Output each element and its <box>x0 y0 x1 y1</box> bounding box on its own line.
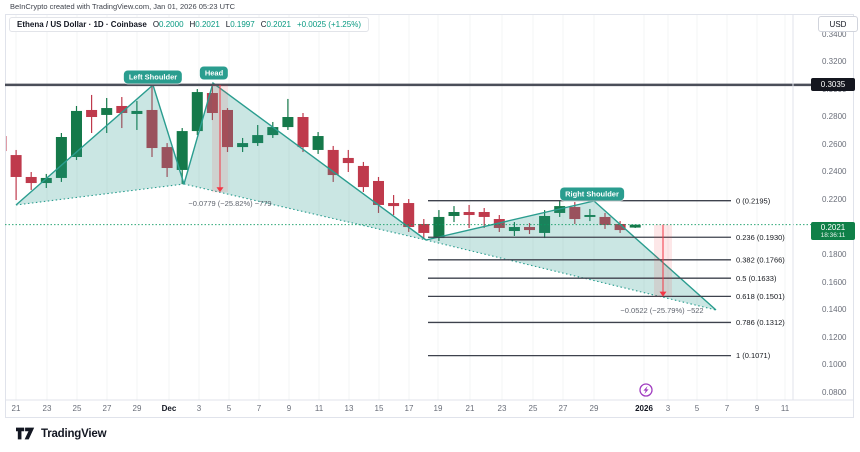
price-tick-label: 0.2200 <box>822 195 847 204</box>
ohlc-change: +0.0025 (+1.25%) <box>296 20 361 29</box>
time-tick-label: 23 <box>497 404 507 413</box>
time-tick-label: 15 <box>374 404 384 413</box>
ohlc-open: O0.2000 <box>152 20 184 29</box>
time-tick-label: 7 <box>256 404 262 413</box>
time-tick-label: 11 <box>780 404 790 413</box>
svg-text:−0.0522 (−25.79%) −522: −0.0522 (−25.79%) −522 <box>620 306 703 315</box>
tradingview-logo-icon <box>16 427 35 440</box>
head-badge[interactable]: Head <box>199 66 229 80</box>
time-tick-label: 25 <box>528 404 538 413</box>
time-tick-label: 9 <box>754 404 760 413</box>
right-shoulder-badge[interactable]: Right Shoulder <box>560 187 624 201</box>
tradingview-logo[interactable]: TradingView <box>16 427 107 440</box>
price-tick-label: 0.2400 <box>822 167 847 177</box>
svg-text:0 (0.2195): 0 (0.2195) <box>736 196 771 205</box>
time-tick-label: 11 <box>314 404 324 413</box>
time-tick-label: 5 <box>694 404 700 413</box>
time-tick-label: 29 <box>589 404 599 413</box>
price-tick-label: 0.3400 <box>822 29 847 39</box>
time-tick-label: 29 <box>132 404 142 413</box>
price-tick-label: 0.1600 <box>822 277 847 287</box>
time-tick-label: 23 <box>42 404 52 413</box>
price-tick-label: 0.1800 <box>822 250 847 260</box>
time-tick-label: 2026 <box>635 404 653 413</box>
time-tick-label: 7 <box>724 404 730 413</box>
attribution-text: BeInCrypto created with TradingView.com,… <box>10 2 235 11</box>
time-tick-label: 17 <box>404 404 414 413</box>
price-tick-label: 0.3200 <box>822 57 847 67</box>
current-price-value: 0.2021 <box>820 222 846 232</box>
price-tick-label: 0.0800 <box>822 388 847 397</box>
time-tick-label: 3 <box>196 404 202 413</box>
time-tick-label: 3 <box>665 404 671 413</box>
symbol-title: Ethena / US Dollar · 1D · Coinbase <box>17 20 147 29</box>
svg-text:0.786 (0.1312): 0.786 (0.1312) <box>736 318 785 327</box>
usd-button[interactable]: USD <box>818 16 858 32</box>
time-tick-label: 9 <box>286 404 292 413</box>
price-tick-label: 0.2600 <box>822 139 847 149</box>
time-tick-label: 27 <box>102 404 112 413</box>
svg-text:0.618 (0.1501): 0.618 (0.1501) <box>736 292 785 301</box>
left-shoulder-badge[interactable]: Left Shoulder <box>123 70 183 84</box>
time-tick-label: 13 <box>344 404 354 413</box>
bar-countdown: 18:36:11 <box>820 232 846 240</box>
price-tick-label: 0.2800 <box>822 112 847 122</box>
time-tick-label: 21 <box>11 404 21 413</box>
resistance-price-badge: 0.3035 <box>811 78 855 92</box>
price-tick-label: 0.1000 <box>822 360 847 370</box>
time-tick-label: Dec <box>161 404 177 413</box>
time-tick-label: 19 <box>433 404 443 413</box>
tradingview-logo-text: TradingView <box>41 427 107 440</box>
svg-text:−0.0779 (−25.82%) −779: −0.0779 (−25.82%) −779 <box>188 199 271 208</box>
svg-text:0.5 (0.1633): 0.5 (0.1633) <box>736 274 777 283</box>
price-axis[interactable] <box>793 15 854 400</box>
current-price-badge: 0.2021 18:36:11 <box>811 221 855 240</box>
svg-text:1 (0.1071): 1 (0.1071) <box>736 351 771 360</box>
ohlc-close: C0.2021 <box>260 20 291 29</box>
symbol-legend[interactable]: Ethena / US Dollar · 1D · Coinbase O0.20… <box>9 17 369 32</box>
time-tick-label: 5 <box>226 404 232 413</box>
ohlc-high: H0.2021 <box>189 20 220 29</box>
time-tick-label: 27 <box>558 404 568 413</box>
time-tick-label: 25 <box>72 404 82 413</box>
svg-text:0.382 (0.1766): 0.382 (0.1766) <box>736 255 785 264</box>
price-tick-label: 0.1200 <box>822 332 847 342</box>
svg-text:0.236 (0.1930): 0.236 (0.1930) <box>736 233 785 242</box>
time-tick-label: 21 <box>465 404 475 413</box>
ohlc-low: L0.1997 <box>225 20 255 29</box>
price-tick-label: 0.1400 <box>822 305 847 315</box>
